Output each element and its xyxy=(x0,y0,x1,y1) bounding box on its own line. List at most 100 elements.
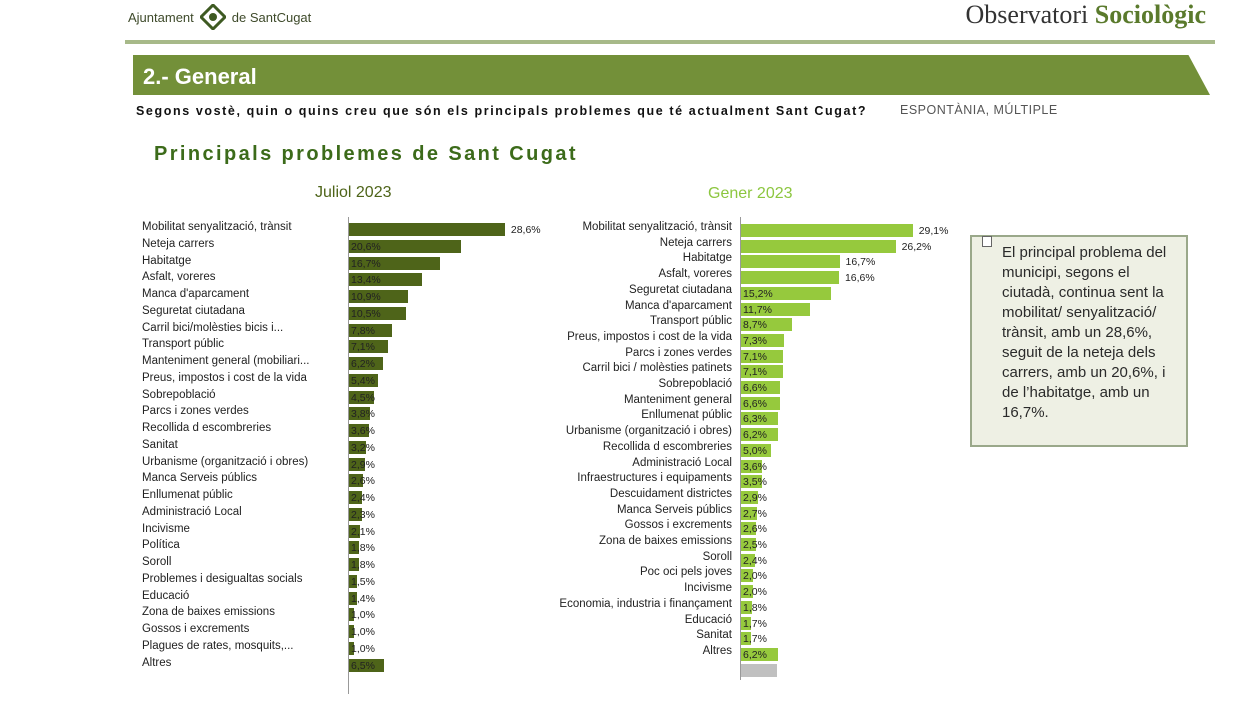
category-label: Gossos i excrements xyxy=(142,623,250,635)
bar xyxy=(349,591,357,605)
chart-subtitle-gener: Gener 2023 xyxy=(708,185,793,202)
category-label: Economia, industria i finançament xyxy=(559,597,732,610)
category-label: Sobrepoblació xyxy=(658,378,732,390)
logo-text-ajuntament: Ajuntament xyxy=(128,9,194,25)
bar xyxy=(741,428,778,442)
category-label: Asfalt, voreres xyxy=(142,271,216,284)
value-label: 1,0% xyxy=(351,626,375,638)
bar xyxy=(349,474,364,488)
bar xyxy=(741,459,763,473)
category-label: Transport públic xyxy=(649,315,732,328)
bar xyxy=(349,407,370,421)
category-label: Altres xyxy=(702,644,732,657)
category-label: Administració Local xyxy=(142,505,242,518)
category-label: Habitatge xyxy=(682,252,732,265)
category-label: Manca d'aparcament xyxy=(624,299,732,312)
bar xyxy=(349,625,355,638)
checkbox-icon xyxy=(982,236,992,247)
category-label: Manca Serveis públics xyxy=(142,472,258,485)
value-label: 2,5% xyxy=(743,539,767,551)
survey-question: Segons vostè, quin o quins creu que són … xyxy=(136,104,868,118)
category-label: Neteja carrers xyxy=(659,236,732,249)
category-label: Poc oci pels joves xyxy=(639,566,732,579)
value-label: 6,2% xyxy=(743,648,767,661)
bar xyxy=(741,333,785,347)
category-label: Plagues de rates, mosquits,... xyxy=(142,639,294,652)
value-label: 1,8% xyxy=(351,542,375,555)
value-label: 6,6% xyxy=(743,397,767,410)
question-type-tag: ESPONTÀNIA, MÚLTIPLE xyxy=(900,103,1058,117)
category-label: Zona de baixes emissions xyxy=(599,535,732,547)
bar xyxy=(741,600,752,614)
value-label: 26,2% xyxy=(901,240,932,253)
category-label: Mobilitat senyalització, trànsit xyxy=(582,221,732,233)
value-label: 10,5% xyxy=(351,307,381,320)
category-label: Manca Serveis públics xyxy=(616,503,732,516)
category-label: Educació xyxy=(142,589,190,602)
bar xyxy=(741,443,771,457)
value-label: 1,7% xyxy=(743,633,767,646)
category-label: Gossos i excrements xyxy=(624,519,732,532)
value-label: 16,7% xyxy=(845,256,876,269)
value-label: 10,9% xyxy=(351,291,381,303)
bar xyxy=(349,608,355,622)
category-label: Incivisme xyxy=(142,522,190,535)
value-label: 6,6% xyxy=(743,382,767,394)
category-label: Manteniment general xyxy=(623,393,732,406)
bar xyxy=(741,381,780,394)
bar xyxy=(349,524,361,538)
bar xyxy=(741,647,778,661)
category-label: Recollida d escombreries xyxy=(142,422,272,434)
category-label: Carril bici / molèsties patinets xyxy=(582,362,732,375)
bar xyxy=(741,286,831,300)
bar xyxy=(349,457,365,471)
bar xyxy=(349,574,358,588)
value-label: 16,7% xyxy=(351,257,381,270)
value-label: 6,5% xyxy=(351,659,375,672)
value-label: 15,2% xyxy=(743,287,773,300)
bar xyxy=(349,658,385,672)
value-label: 13,4% xyxy=(351,274,381,287)
category-label: Soroll xyxy=(702,550,732,563)
bar xyxy=(349,357,383,370)
category-label: Parcs i zones verdes xyxy=(625,346,732,359)
value-label: 1,8% xyxy=(351,559,375,571)
category-label: Manteniment general (mobiliari... xyxy=(142,355,310,367)
category-label: Zona de baixes emissions xyxy=(142,606,275,619)
summary-note-text: El principal problema del municipi, sego… xyxy=(1002,244,1167,421)
value-label: 1,0% xyxy=(351,609,375,622)
chart-title: Principals problemes de Sant Cugat xyxy=(154,143,578,165)
bar xyxy=(349,541,359,555)
bar xyxy=(741,318,793,332)
bar-empty xyxy=(741,663,777,677)
bar xyxy=(741,553,756,567)
logo-text-santcugat: de SantCugat xyxy=(231,9,312,25)
bar xyxy=(741,522,757,536)
summary-note: El principal problema del municipi, sego… xyxy=(970,235,1188,447)
value-label: 7,1% xyxy=(743,350,767,363)
category-label: Parcs i zones verdes xyxy=(142,405,249,418)
bar xyxy=(741,271,839,285)
category-label: Carril bici/molèsties bicis i... xyxy=(142,321,284,334)
value-label: 3,8% xyxy=(351,408,375,421)
category-label: Neteja carrers xyxy=(142,237,215,250)
bar xyxy=(741,585,753,599)
category-label: Asfalt, voreres xyxy=(658,268,733,281)
value-label: 2,4% xyxy=(351,492,375,504)
bar xyxy=(349,306,407,320)
value-label: 1,5% xyxy=(351,575,375,588)
bar xyxy=(349,290,409,303)
value-label: 1,8% xyxy=(743,601,767,614)
value-label: 3,6% xyxy=(743,460,767,473)
value-label: 2,7% xyxy=(743,507,767,520)
category-label: Sanitat xyxy=(142,438,178,451)
value-label: 4,5% xyxy=(351,391,375,404)
bar xyxy=(741,475,762,489)
category-label: Enllumenat públic xyxy=(142,489,233,501)
category-label: Problemes i desigualtas socials xyxy=(142,572,303,585)
value-label: 3,2% xyxy=(351,441,375,454)
axis-line xyxy=(740,217,741,681)
value-label: 2,9% xyxy=(351,458,375,471)
chart-subtitle-juliol: Juliol 2023 xyxy=(315,184,392,201)
bar xyxy=(741,255,840,269)
